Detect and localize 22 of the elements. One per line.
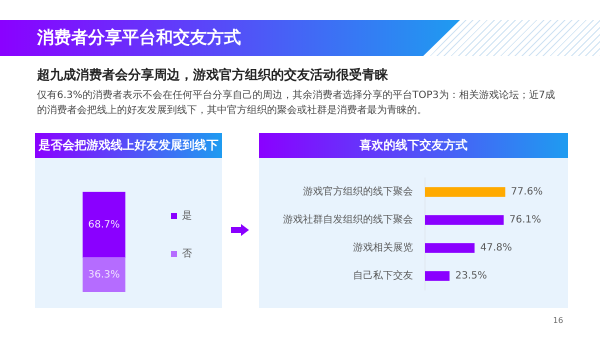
- data-label: 77.6%: [510, 186, 543, 198]
- legend-label: 否: [182, 248, 192, 260]
- chart-title: 喜欢的线下交友方式: [259, 133, 568, 158]
- data-label: 23.5%: [455, 270, 487, 282]
- legend-label: 是: [182, 210, 192, 222]
- text: 16: [553, 316, 564, 325]
- data-label: 36.3%: [88, 269, 120, 280]
- data-label: 68.7%: [88, 219, 120, 230]
- data-label: 76.1%: [509, 214, 542, 226]
- bar: [425, 271, 450, 281]
- y-tick-label: 游戏官方组织的线下聚会: [303, 186, 413, 198]
- bar: [425, 243, 475, 253]
- chart-title: 是否会把游戏线上好友发展到线下: [35, 133, 222, 158]
- bar: [425, 187, 506, 197]
- bar: [425, 215, 504, 225]
- text: 超九成消费者会分享周边，游戏官方组织的交友活动很受青睐: [37, 66, 388, 84]
- y-tick-label: 游戏相关展览: [353, 242, 413, 254]
- text: 仅有6.3%的消费者表示不会在任何平台分享自己的周边，其余消费者选择分享的平台TOP3为：相关游戏论坛；近7成的消费者会把线上的好友发展到线下，其中官方组织的聚会或社群是消费者最为青睐的。: [37, 88, 556, 118]
- y-tick-label: 游戏社群自发组织的线下聚会: [283, 214, 413, 226]
- data-label: 47.8%: [480, 242, 512, 254]
- text: 消费者分享平台和交友方式: [37, 27, 241, 49]
- y-tick-label: 自己私下交友: [353, 270, 413, 282]
